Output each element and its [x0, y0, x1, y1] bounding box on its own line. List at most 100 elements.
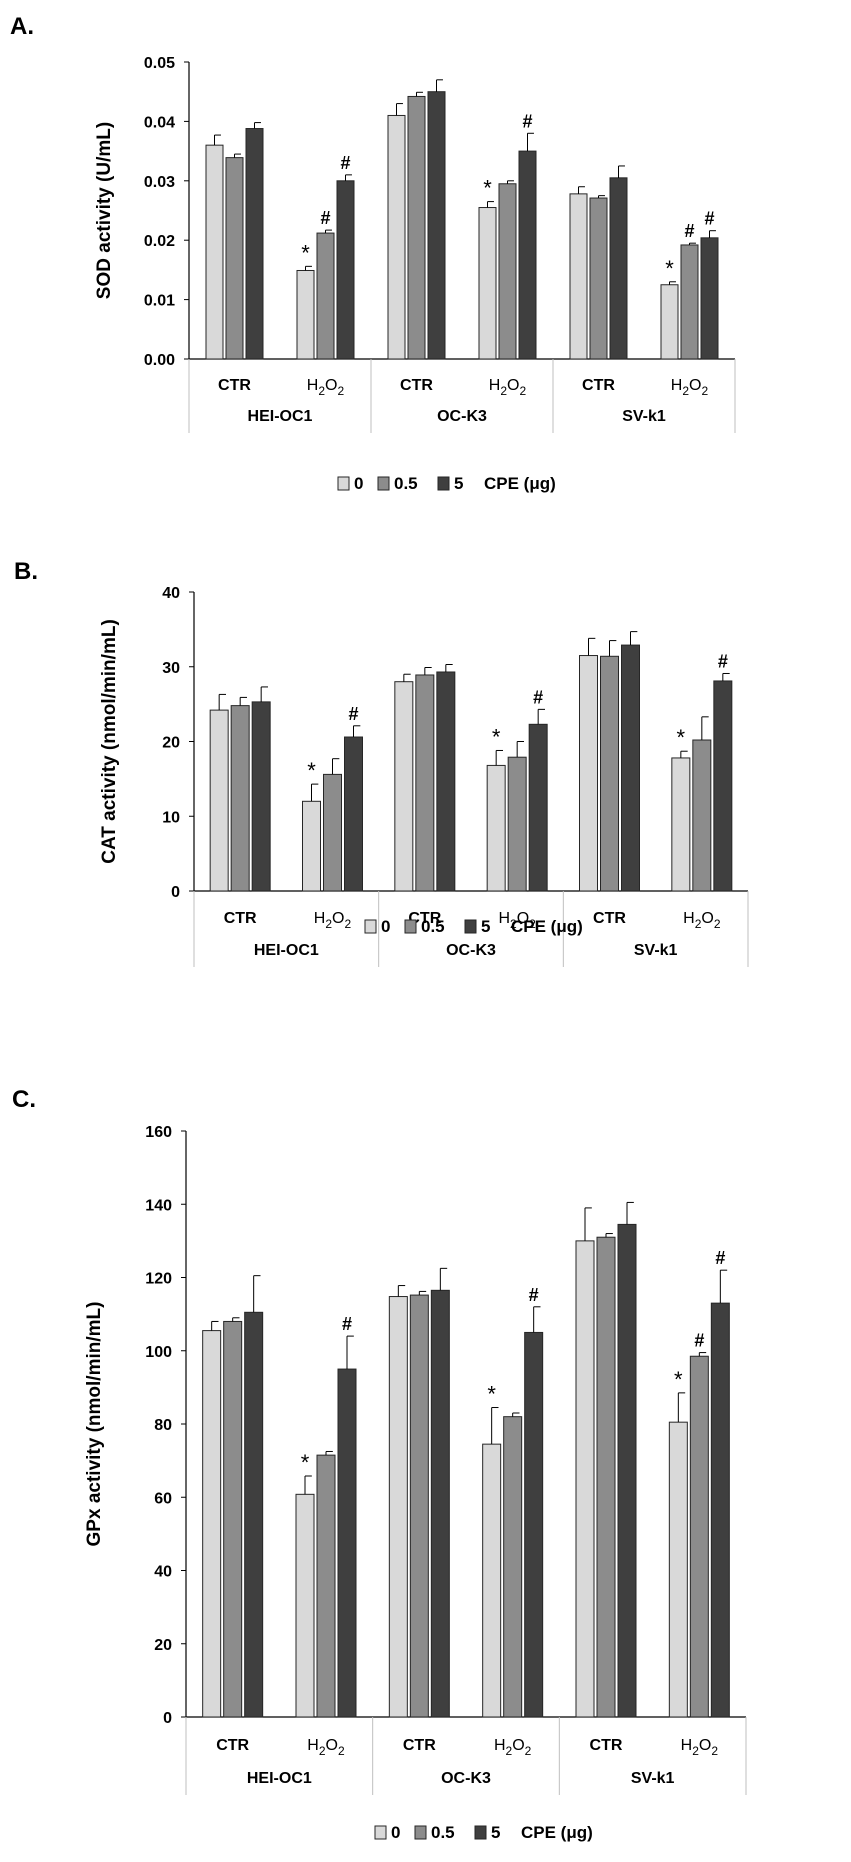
legend-swatch	[437, 476, 450, 491]
group-label: OC-K3	[437, 408, 487, 425]
legend-label: 0	[381, 917, 390, 936]
legend-swatch	[377, 476, 390, 491]
significance-hash: #	[715, 1248, 725, 1268]
bar	[337, 1368, 357, 1718]
legend: 0 0.5 5 CPE (μg)	[337, 474, 556, 493]
significance-hash: #	[694, 1331, 704, 1351]
bar	[680, 244, 699, 360]
legend-label: 5	[454, 474, 463, 493]
bar	[609, 177, 628, 360]
significance-hash: #	[340, 153, 350, 173]
chart-panel-3: C. 0 20 40 60 80 100 120 140 160 GPx activity (nmo…	[12, 1086, 747, 1842]
legend-label: 5	[481, 917, 490, 936]
significance-asterisk: *	[483, 176, 492, 201]
subcategory-label: H2O2	[681, 1737, 719, 1758]
bar	[486, 764, 506, 892]
y-tick-label: 0	[171, 884, 180, 901]
subcategory-label: H2O2	[494, 1737, 532, 1758]
subcategory-label: CTR	[218, 377, 251, 394]
chart-panel-1: A. 0.00 0.01 0.02 0.03 0.04 0.05 SOD activity (…	[10, 13, 736, 493]
bar	[230, 705, 250, 892]
legend-label: 0	[391, 1823, 400, 1842]
bar	[596, 1236, 616, 1718]
bar	[251, 701, 271, 892]
significance-asterisk: *	[492, 724, 501, 749]
subcategory-label: CTR	[408, 910, 441, 927]
bar	[569, 193, 588, 360]
bar	[621, 644, 640, 892]
bar	[316, 232, 335, 360]
bar	[710, 1302, 730, 1718]
bar	[209, 709, 229, 892]
bar	[302, 800, 321, 892]
y-tick-label: 40	[162, 585, 180, 602]
bar	[430, 1289, 450, 1718]
bar	[387, 114, 406, 360]
legend-swatch	[414, 1825, 427, 1840]
y-tick-label: 60	[154, 1490, 172, 1507]
significance-asterisk: *	[665, 256, 674, 281]
bar	[713, 680, 733, 892]
bar	[700, 237, 719, 360]
significance-asterisk: *	[677, 725, 686, 750]
y-tick-label: 140	[145, 1197, 172, 1214]
bar	[388, 1296, 408, 1718]
y-tick-label: 0.00	[144, 352, 175, 369]
bar	[600, 655, 619, 892]
subcategory-label: H2O2	[489, 377, 527, 398]
bar	[436, 671, 456, 892]
legend-label: 0.5	[431, 1823, 455, 1842]
y-axis-label: CAT activity (nmol/min/mL)	[99, 619, 120, 864]
y-tick-label: 10	[162, 809, 180, 826]
group-label: SV-k1	[622, 408, 666, 425]
bar	[336, 180, 355, 360]
bar	[503, 1416, 523, 1718]
group-label: HEI-OC1	[247, 1770, 312, 1787]
subcategory-label: CTR	[593, 910, 626, 927]
y-tick-label: 100	[145, 1344, 172, 1361]
subcategory-label: H2O2	[683, 910, 721, 931]
bar	[478, 207, 497, 360]
legend: 0 0.5 5 CPE (μg)	[364, 917, 583, 936]
y-tick-label: 0.02	[144, 233, 175, 250]
significance-hash: #	[342, 1314, 352, 1334]
group-label: SV-k1	[631, 1770, 675, 1787]
group-label: OC-K3	[441, 1770, 491, 1787]
subcategory-label: CTR	[403, 1737, 436, 1754]
legend-unit-label: CPE (μg)	[511, 917, 583, 936]
legend-swatch	[364, 919, 377, 934]
panel-label: C.	[12, 1086, 36, 1113]
bar	[668, 1421, 688, 1718]
subcategory-label: H2O2	[671, 377, 709, 398]
y-axis-label: SOD activity (U/mL)	[94, 122, 115, 299]
bar	[507, 756, 527, 892]
group-label: HEI-OC1	[254, 942, 319, 959]
legend-label: 0	[354, 474, 363, 493]
legend-unit-label: CPE (μg)	[521, 1823, 593, 1842]
bar	[617, 1223, 637, 1718]
legend-label: 5	[491, 1823, 500, 1842]
group-label: SV-k1	[634, 942, 678, 959]
bar	[415, 674, 435, 892]
legend-label: 0.5	[421, 917, 445, 936]
bar	[344, 736, 363, 892]
bar	[671, 757, 691, 892]
legend-unit-label: CPE (μg)	[484, 474, 556, 493]
significance-asterisk: *	[307, 758, 316, 783]
significance-hash: #	[533, 687, 543, 707]
legend-swatch	[464, 919, 477, 934]
y-tick-label: 80	[154, 1417, 172, 1434]
y-tick-label: 0.03	[144, 174, 175, 191]
y-tick-label: 160	[145, 1124, 172, 1141]
bar	[689, 1355, 709, 1718]
significance-asterisk: *	[487, 1382, 496, 1407]
group-label: OC-K3	[446, 942, 496, 959]
significance-hash: #	[348, 704, 358, 724]
y-tick-label: 30	[162, 660, 180, 677]
significance-hash: #	[704, 209, 714, 229]
bar	[225, 157, 244, 360]
legend-swatch	[374, 1825, 387, 1840]
subcategory-label: H2O2	[314, 910, 352, 931]
bar	[528, 723, 548, 892]
